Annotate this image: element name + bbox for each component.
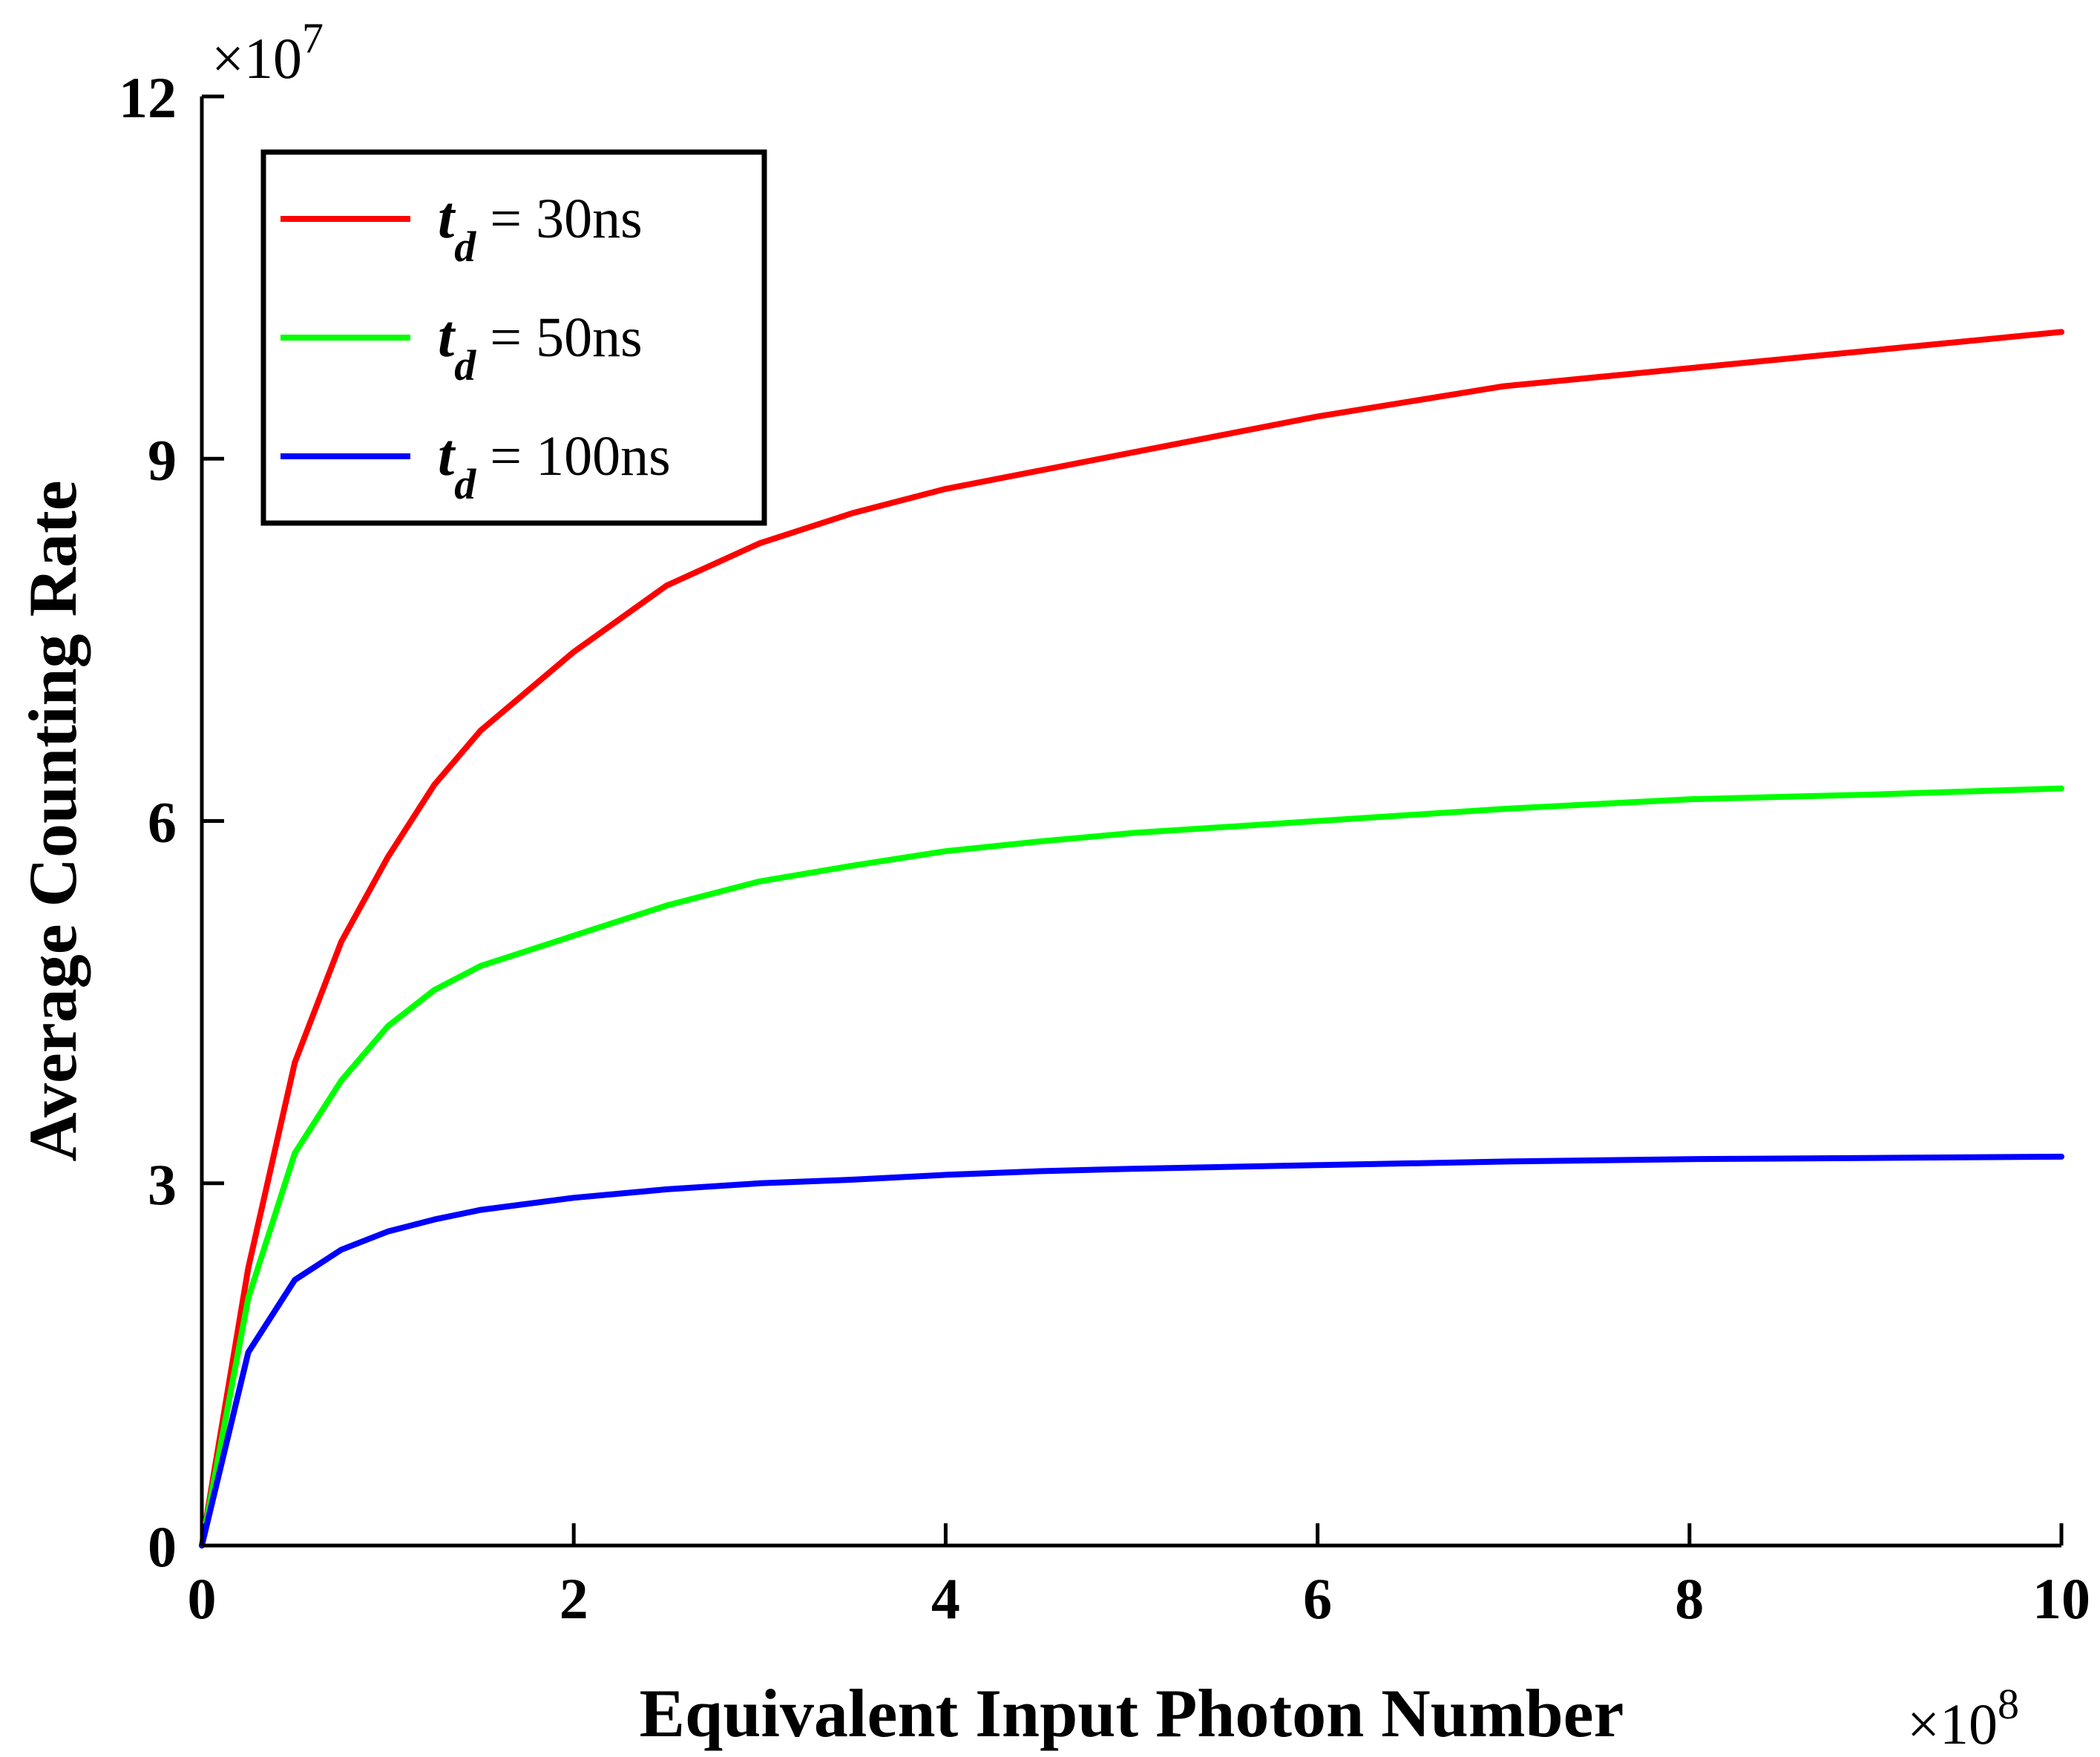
y-ticks: 0 3 6 9 12 [119, 65, 224, 1579]
y-tick-label: 0 [148, 1514, 177, 1579]
legend: td = 30ns td = 50ns td = 100ns [260, 149, 767, 526]
x-tick-label: 8 [1675, 1566, 1704, 1631]
series-line-2 [199, 785, 2064, 1549]
x-multiplier-base: ×10 [1907, 1692, 1998, 1756]
series-line-1 [199, 329, 2064, 1549]
y-multiplier-exponent: 7 [302, 14, 324, 62]
legend-label-2: td = 50ns [438, 304, 643, 390]
x-tick-label: 4 [931, 1566, 960, 1631]
x-tick-label: 0 [188, 1566, 217, 1631]
y-tick-label: 6 [148, 790, 177, 855]
x-tick-label: 10 [2032, 1566, 2090, 1631]
series-line-3 [199, 1153, 2064, 1549]
legend-items: td = 30ns td = 50ns td = 100ns [280, 185, 671, 508]
x-multiplier-label: ×108 [1907, 1680, 2019, 1756]
y-axis-title: Average Counting Rate [15, 480, 91, 1161]
y-multiplier-label: ×107 [211, 14, 324, 91]
x-tick-label: 2 [560, 1566, 588, 1631]
series-lines [199, 329, 2064, 1549]
y-tick-label: 12 [119, 65, 177, 130]
x-multiplier-exponent: 8 [1998, 1680, 2019, 1728]
y-tick-label: 3 [148, 1152, 177, 1217]
x-tick-label: 6 [1303, 1566, 1332, 1631]
x-ticks: 0 2 4 6 8 10 [188, 1523, 2090, 1631]
legend-label-1: td = 30ns [438, 185, 643, 271]
y-multiplier-base: ×10 [211, 26, 302, 91]
y-tick-label: 9 [148, 427, 177, 492]
x-axis-title: Equivalent Input Photon Number [640, 1675, 1624, 1751]
legend-label-3: td = 100ns [438, 423, 671, 508]
plot-area: 0 2 4 6 8 10 0 3 6 9 12 [119, 65, 2090, 1631]
